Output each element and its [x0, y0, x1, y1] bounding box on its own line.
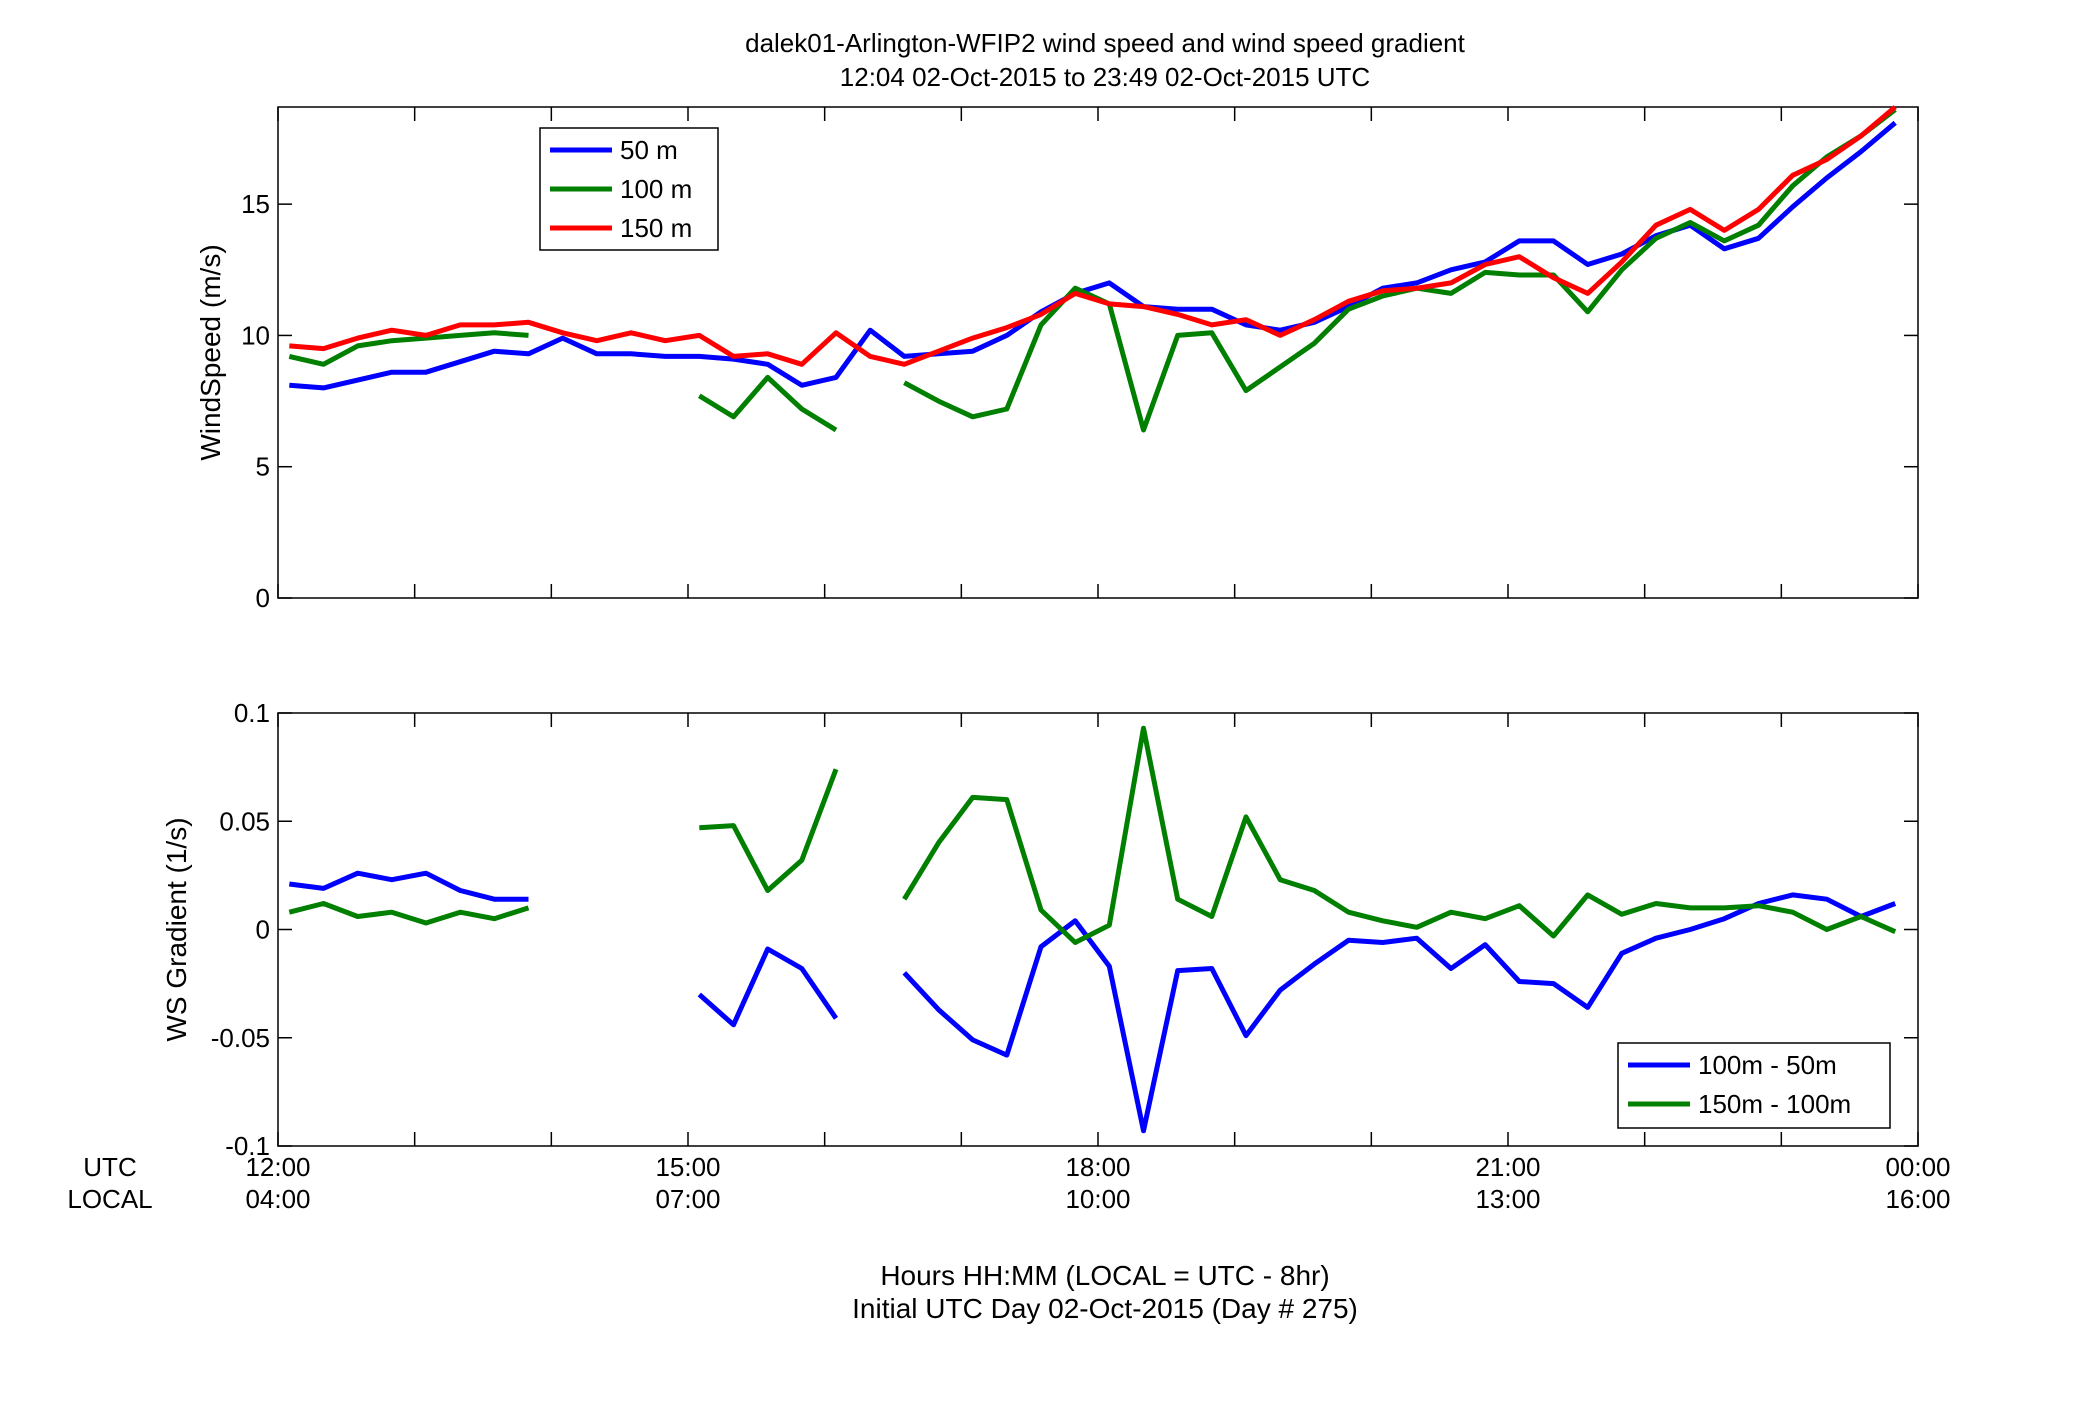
- y-axis-label: WindSpeed (m/s): [195, 244, 226, 460]
- y-tick-label: -0.05: [211, 1023, 270, 1053]
- x-tick-label-local: 04:00: [245, 1184, 310, 1214]
- x-tick-label-local: 13:00: [1475, 1184, 1540, 1214]
- series-line-150-m: [289, 105, 1897, 367]
- legend-entry: 100 m: [620, 174, 692, 204]
- y-tick-label: 10: [241, 320, 270, 350]
- x-tick-label-utc: 12:00: [245, 1152, 310, 1182]
- legend-entry: 50 m: [620, 135, 678, 165]
- legend-entry: 150m - 100m: [1698, 1089, 1851, 1119]
- x-axis-label-line1: Hours HH:MM (LOCAL = UTC - 8hr): [880, 1260, 1329, 1291]
- series-line-100-m: [288, 107, 1897, 433]
- series-line-100m---50m: [288, 870, 1897, 1134]
- y-tick-label: 0.05: [219, 806, 270, 836]
- legend-box: [1617, 1042, 1891, 1129]
- legend: 100m - 50m 150m - 100m: [1617, 1042, 1891, 1129]
- y-axis-label: WS Gradient (1/s): [161, 817, 192, 1041]
- x-tick-labels-local: 04:00 07:00 10:00 13:00 16:00: [245, 1184, 1950, 1214]
- y-tick-label: 0: [256, 915, 270, 945]
- figure-title-line1: dalek01-Arlington-WFIP2 wind speed and w…: [745, 28, 1466, 58]
- x-axis-label-line2: Initial UTC Day 02-Oct-2015 (Day # 275): [852, 1293, 1358, 1324]
- y-tick-label: -0.1: [225, 1131, 270, 1161]
- y-tick-label: 5: [256, 452, 270, 482]
- x-tick-labels-utc: 12:00 15:00 18:00 21:00 00:00: [245, 1152, 1950, 1182]
- y-tick-label: 0.1: [234, 698, 270, 728]
- x-tick-label-local: 10:00: [1065, 1184, 1130, 1214]
- legend: 50 m 100 m 150 m: [539, 127, 719, 251]
- gradient-plot: -0.1 -0.05 0 0.05 0.1 WS Gradient (1/s) 100m -…: [161, 698, 1919, 1161]
- series-line-150m---100m: [288, 725, 1897, 945]
- x-tick-label-utc: 15:00: [655, 1152, 720, 1182]
- figure-title-line2: 12:04 02-Oct-2015 to 23:49 02-Oct-2015 U…: [840, 62, 1370, 92]
- x-tick-label-utc: 18:00: [1065, 1152, 1130, 1182]
- y-tick-label: 15: [241, 189, 270, 219]
- local-row-label: LOCAL: [67, 1184, 152, 1214]
- legend-entry: 100m - 50m: [1698, 1050, 1837, 1080]
- utc-row-label: UTC: [83, 1152, 136, 1182]
- x-tick-label-utc: 00:00: [1885, 1152, 1950, 1182]
- x-tick-label-local: 07:00: [655, 1184, 720, 1214]
- y-tick-label: 0: [256, 583, 270, 613]
- windspeed-plot: 0 5 10 15 WindSpeed (m/s) 50 m 100 m 150 m: [195, 105, 1919, 613]
- x-tick-label-local: 16:00: [1885, 1184, 1950, 1214]
- series-line-50-m: [289, 120, 1897, 391]
- legend-entry: 150 m: [620, 213, 692, 243]
- x-tick-label-utc: 21:00: [1475, 1152, 1540, 1182]
